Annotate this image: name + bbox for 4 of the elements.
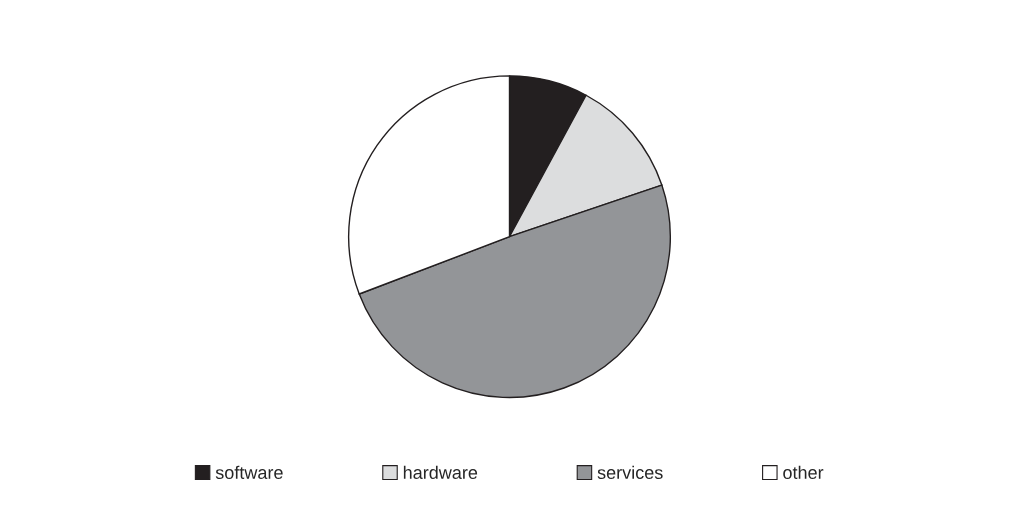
legend-label: services [597, 465, 663, 479]
legend-label: hardware [403, 465, 478, 479]
legend-label: software [215, 465, 283, 479]
legend-label: other [783, 465, 824, 479]
